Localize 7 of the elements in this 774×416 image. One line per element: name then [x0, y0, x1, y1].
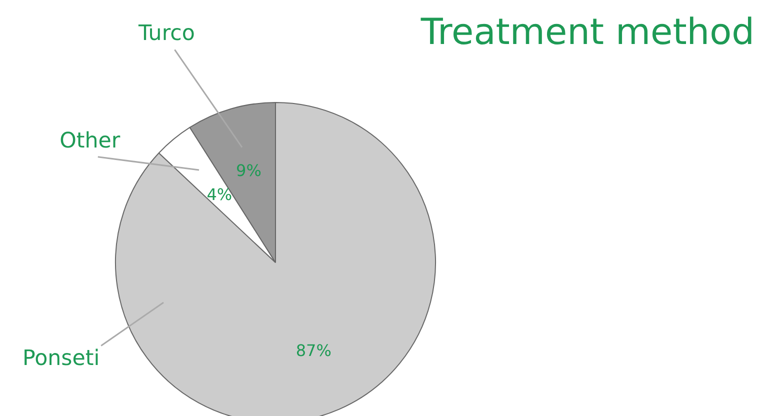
text: Treatment method: [420, 12, 755, 53]
slice-label: Other: [60, 128, 120, 154]
data-label: 9%: [236, 160, 262, 180]
data-label: 87%: [296, 341, 332, 360]
slice-label: Ponseti: [22, 346, 100, 371]
data-label: 4%: [206, 185, 232, 204]
slice-label: Turco: [138, 21, 195, 46]
